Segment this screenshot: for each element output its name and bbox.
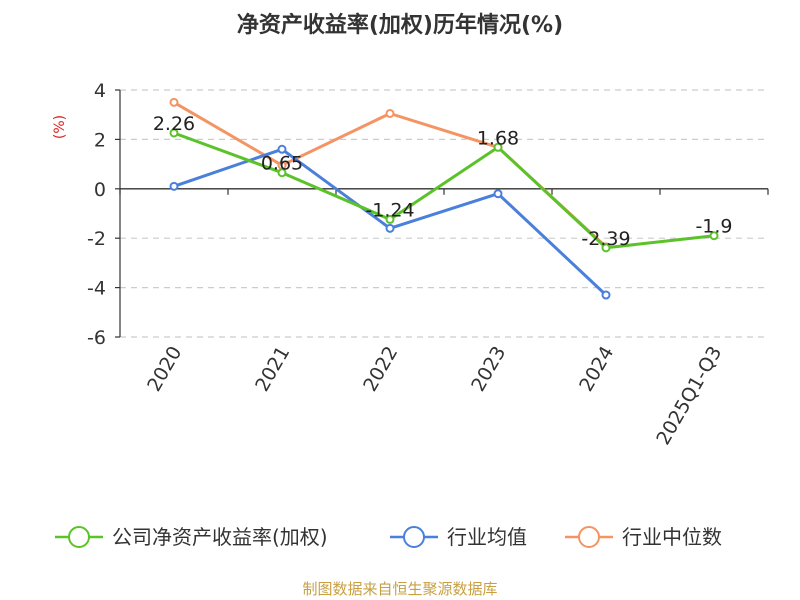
series-lines — [169, 97, 719, 300]
y-tick-label: -2 — [87, 228, 106, 250]
legend: 公司净资产收益率(加权) 行业均值 行业中位数 — [55, 525, 722, 549]
data-point — [169, 181, 179, 191]
x-tick-label: 2020 — [143, 343, 186, 396]
data-point — [169, 97, 179, 107]
y-tick-label: 4 — [94, 80, 106, 102]
legend-marker — [68, 526, 90, 548]
source-note: 制图数据来自恒生聚源数据库 — [302, 580, 497, 598]
y-tick-label: 2 — [94, 129, 106, 151]
data-point — [601, 290, 611, 300]
data-label: -1.24 — [365, 199, 414, 221]
x-tick-label: 2021 — [251, 343, 294, 396]
legend-label: 行业中位数 — [622, 525, 722, 549]
data-label: -1.9 — [695, 216, 732, 238]
series-line — [173, 131, 715, 250]
data-label: 1.68 — [477, 127, 519, 149]
data-point — [385, 214, 395, 224]
legend-marker — [403, 526, 425, 548]
grid-lines — [120, 89, 768, 338]
data-point — [277, 168, 287, 178]
data-point — [709, 231, 719, 241]
legend-marker — [578, 526, 600, 548]
data-point — [385, 108, 395, 118]
x-tick-label: 2024 — [575, 343, 618, 396]
x-tick-label: 2022 — [359, 343, 402, 396]
data-point — [169, 128, 179, 138]
y-tick-label: -4 — [87, 278, 106, 300]
data-label: 2.26 — [153, 113, 195, 135]
data-labels: 2.26 0.65 -1.24 1.68 -2.39 -1.9 — [153, 113, 733, 250]
legend-item: 行业均值 — [390, 525, 527, 549]
legend-item: 行业中位数 — [565, 525, 722, 549]
x-tick-label: 2025Q1-Q3 — [652, 343, 726, 449]
data-label: 0.65 — [261, 153, 303, 175]
data-point — [493, 189, 503, 199]
data-point — [601, 243, 611, 253]
y-tick-label: -6 — [87, 327, 106, 349]
legend-item: 公司净资产收益率(加权) — [55, 525, 328, 549]
chart-title: 净资产收益率(加权)历年情况(%) — [237, 12, 563, 38]
y-axis-unit: (%) — [52, 115, 68, 139]
x-tick-label: 2023 — [467, 343, 510, 396]
data-point — [385, 223, 395, 233]
data-point — [277, 144, 287, 154]
data-point — [493, 142, 503, 152]
data-label: -2.39 — [581, 228, 630, 250]
legend-label: 公司净资产收益率(加权) — [112, 525, 328, 549]
axes: 4 2 0 -2 -4 -6 2020 2021 2022 2023 2024 2025Q1-Q3 — [87, 80, 769, 449]
y-tick-label: 0 — [94, 179, 106, 201]
legend-label: 行业均值 — [447, 525, 527, 549]
